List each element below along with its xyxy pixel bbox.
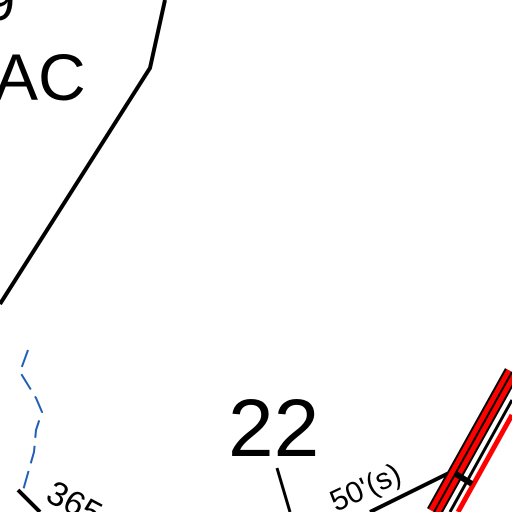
parcel-number-label: 22 (228, 383, 319, 474)
parcel-boundary-right (369, 468, 456, 512)
parcel-boundary-bottom-left (16, 488, 42, 512)
parcel-boundary-left (0, 0, 167, 306)
partial-top-label: 9 (0, 0, 15, 32)
parcel-boundary-center (275, 467, 292, 512)
dimension-label-left: 365 (40, 474, 108, 512)
acreage-unit-label: AC (0, 40, 86, 114)
road (427, 368, 512, 512)
stream-line (18, 349, 44, 495)
dimension-label-right: 50'(s) (325, 457, 406, 512)
